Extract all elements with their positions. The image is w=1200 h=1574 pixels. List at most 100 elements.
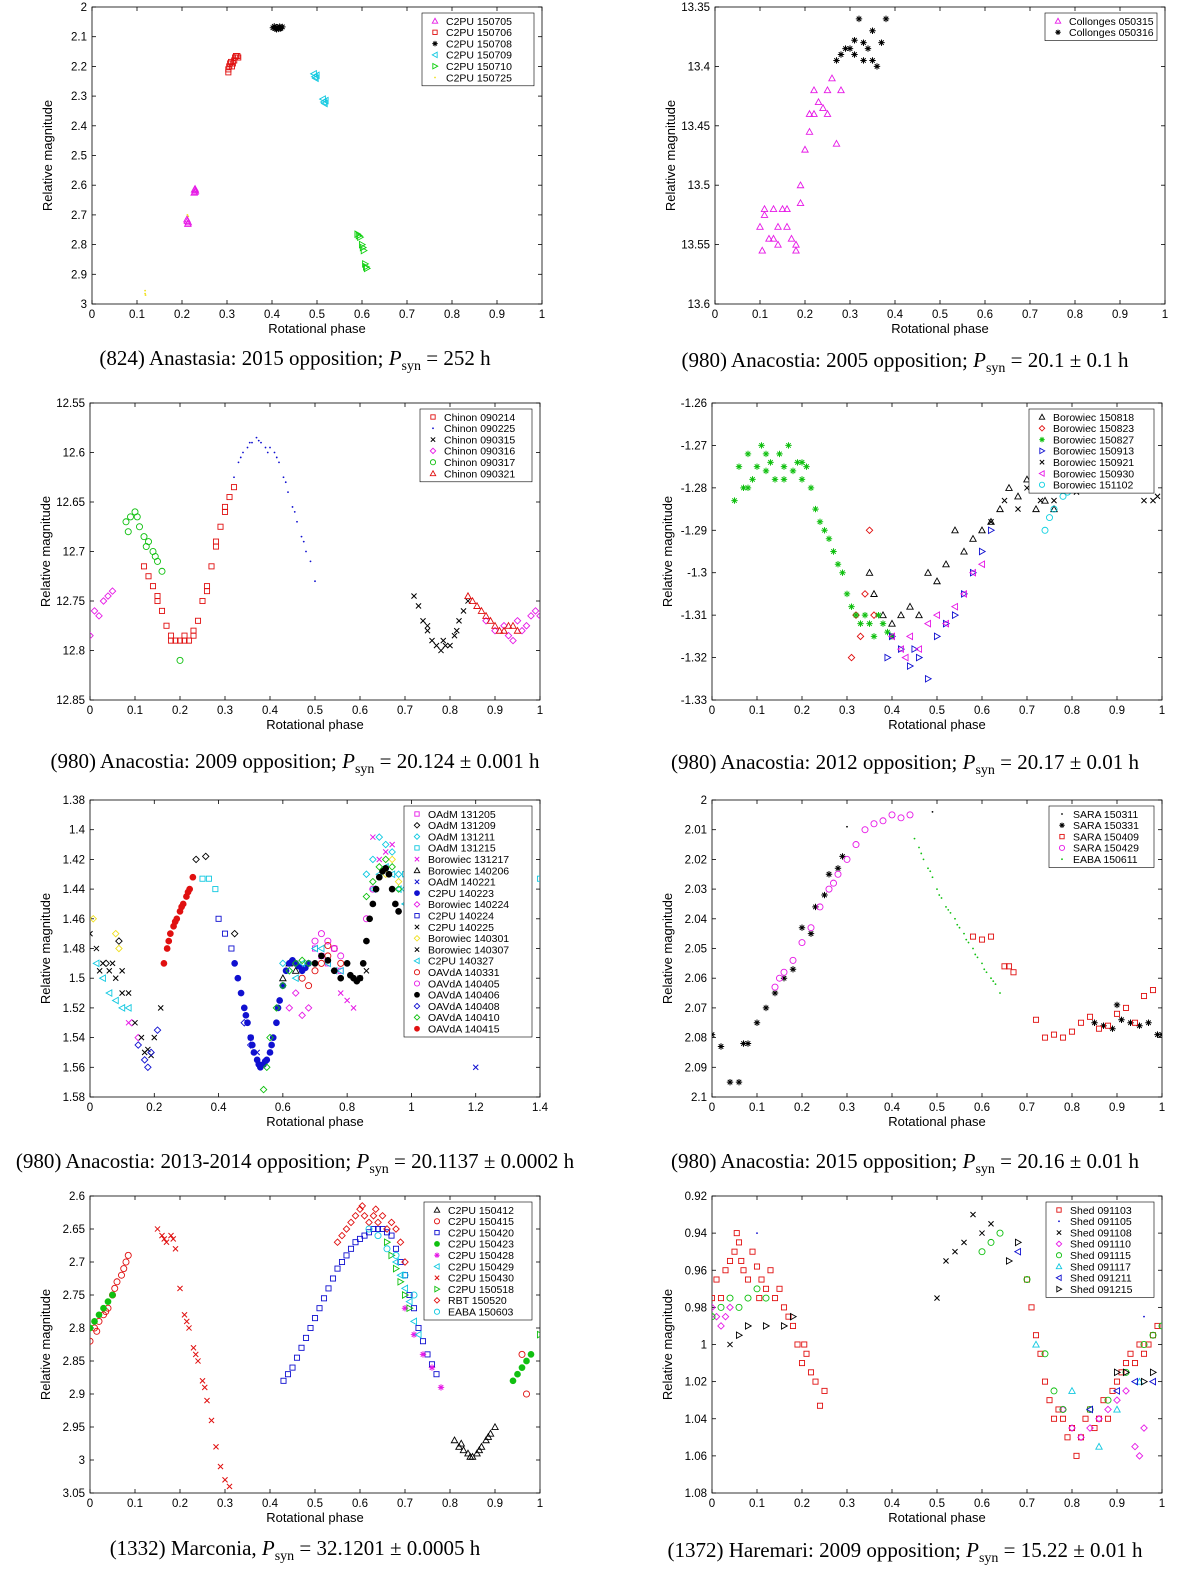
x-axis-label: Rotational phase xyxy=(891,321,989,336)
data-point xyxy=(523,1390,530,1398)
data-point xyxy=(108,587,117,595)
data-point xyxy=(994,983,997,986)
data-point xyxy=(976,956,979,959)
data-point xyxy=(456,617,462,624)
data-point xyxy=(106,967,113,974)
data-point xyxy=(1104,1405,1112,1414)
y-tick-label: 13.35 xyxy=(681,2,710,14)
legend-entry: Borowiec 140307 xyxy=(428,944,509,956)
data-point xyxy=(374,1225,382,1233)
x-tick-label: 0.1 xyxy=(129,309,145,321)
data-point xyxy=(141,1049,148,1056)
legend-entry: SARA 150409 xyxy=(1073,831,1139,843)
data-point xyxy=(191,184,200,192)
x-tick-label: 0 xyxy=(87,1102,93,1114)
data-point xyxy=(261,1058,269,1065)
data-point xyxy=(394,870,403,879)
data-point xyxy=(291,974,299,983)
data-point xyxy=(192,855,200,864)
data-point xyxy=(965,938,968,941)
data-point xyxy=(374,1218,382,1227)
legend-entry: Chinon 090225 xyxy=(444,423,515,435)
data-point xyxy=(769,234,778,242)
data-point xyxy=(234,974,242,982)
legend-marker xyxy=(1058,1220,1060,1223)
legend-box xyxy=(1044,12,1158,41)
x-tick-label: 0.8 xyxy=(442,1498,458,1510)
legend-entry: Collonges 050315 xyxy=(1069,16,1154,28)
x-tick-label: 0.7 xyxy=(1019,1102,1035,1114)
data-point xyxy=(275,456,278,459)
data-point xyxy=(195,1358,201,1364)
legend-entry: C2PU 140224 xyxy=(428,911,494,923)
data-point xyxy=(122,1258,130,1266)
data-point xyxy=(1140,1377,1149,1386)
legend-entry: C2PU 150709 xyxy=(446,50,512,62)
data-point xyxy=(1023,475,1031,483)
data-point xyxy=(738,1257,745,1264)
data-point xyxy=(969,933,977,940)
data-point xyxy=(142,543,150,551)
data-point xyxy=(321,96,329,105)
x-tick-label: 0.4 xyxy=(264,309,281,321)
data-point xyxy=(154,593,161,600)
x-tick-label: 0.3 xyxy=(842,309,858,321)
data-point xyxy=(242,1011,250,1019)
legend-entry: OAVdA 140405 xyxy=(428,978,500,990)
data-point xyxy=(347,1245,355,1252)
data-point xyxy=(437,1384,445,1391)
y-tick-label: 2.7 xyxy=(69,1257,85,1269)
data-point xyxy=(870,589,878,597)
legend-entry: OAdM 131209 xyxy=(428,820,496,832)
data-point xyxy=(342,1225,351,1233)
caption-symbol: P xyxy=(356,1149,370,1173)
x-tick-label: 0.1 xyxy=(752,309,768,321)
data-point xyxy=(255,436,258,439)
data-point xyxy=(1001,497,1008,504)
data-point xyxy=(1122,1004,1130,1011)
data-point xyxy=(271,23,278,30)
data-point xyxy=(783,204,791,212)
chart-svg: 0 0.1 0.2 0.3 0.4 0.5 0.6 0.7 0.8 0.9 1 13.35 13.4 13… xyxy=(663,2,1168,336)
legend-entry: OAVdA 140410 xyxy=(428,1012,500,1024)
data-point xyxy=(118,1271,125,1279)
data-point xyxy=(969,534,977,542)
y-tick-label: 12.7 xyxy=(63,547,85,559)
chart-caption: (980) Anacostia: 2009 opposition; Psyn =… xyxy=(0,749,590,778)
legend-marker xyxy=(413,957,420,965)
data-point xyxy=(945,906,947,908)
data-point xyxy=(347,971,354,979)
data-point xyxy=(260,441,262,444)
data-point xyxy=(410,1331,418,1338)
x-tick-label: 0.3 xyxy=(839,1498,855,1510)
data-point xyxy=(504,621,513,629)
legend-entry: Borowiec 140224 xyxy=(428,899,509,911)
data-point xyxy=(1127,1350,1134,1357)
legend-box xyxy=(1045,1201,1155,1298)
legend-marker xyxy=(433,1218,441,1225)
legend-entry: Borowiec 151102 xyxy=(1053,480,1134,492)
data-point xyxy=(987,1238,995,1246)
data-point xyxy=(442,642,449,649)
data-point xyxy=(491,1422,499,1431)
legend-marker xyxy=(1061,858,1063,861)
data-point xyxy=(414,1330,422,1339)
data-point xyxy=(884,628,891,636)
legend-marker xyxy=(1061,813,1063,815)
chart-svg: 0 0.1 0.2 0.3 0.4 0.5 0.6 0.7 0.8 0.9 1 2 2.01 2.02 2.… xyxy=(660,795,1165,1129)
chart-caption: (980) Anacostia: 2012 opposition; Psyn =… xyxy=(610,750,1200,779)
y-tick-label: 2.9 xyxy=(71,269,87,281)
data-point xyxy=(375,862,384,871)
data-point xyxy=(767,1267,774,1274)
data-point xyxy=(486,616,495,624)
legend-entry: Borowiec 150921 xyxy=(1053,457,1134,469)
caption-prefix: (980) Anacostia: 2015 opposition; xyxy=(670,1149,963,1173)
data-point xyxy=(731,497,738,504)
data-point xyxy=(309,560,312,563)
legend-marker xyxy=(413,833,421,840)
data-point xyxy=(140,563,148,570)
data-point xyxy=(228,58,235,65)
data-point xyxy=(172,637,179,644)
data-point xyxy=(758,442,765,449)
data-point xyxy=(771,1295,779,1302)
